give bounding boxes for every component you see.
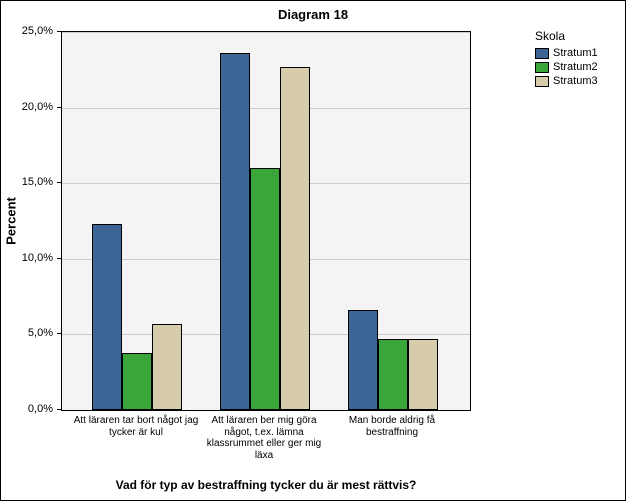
x-axis-label: Vad för typ av bestraffning tycker du är… [61,478,471,492]
legend-label: Stratum3 [553,75,598,87]
chart-container: Diagram 18 Percent Vad för typ av bestra… [0,0,626,501]
legend-label: Stratum1 [553,47,598,59]
y-tick-mark [57,409,61,410]
legend-swatch [535,76,549,87]
bar [152,324,182,410]
bar [220,53,250,410]
y-tick-mark [57,333,61,334]
y-tick-mark [57,107,61,108]
y-tick-label: 15,0% [13,176,53,188]
y-tick-label: 25,0% [13,25,53,37]
bar [122,353,152,410]
legend-title: Skola [535,29,615,43]
bar [250,168,280,410]
legend-label: Stratum2 [553,61,598,73]
y-tick-mark [57,182,61,183]
x-category-label: Att läraren tar bort något jag tycker är… [72,415,200,438]
legend-item: Stratum3 [535,75,615,87]
y-tick-label: 5,0% [13,327,53,339]
legend-swatch [535,62,549,73]
bar [408,339,438,410]
y-tick-mark [57,31,61,32]
y-axis-label: Percent [4,197,19,245]
y-tick-label: 10,0% [13,252,53,264]
bar [348,310,378,410]
legend-item: Stratum1 [535,47,615,59]
x-category-label: Att läraren ber mig göra något, t.ex. lä… [200,415,328,461]
y-tick-mark [57,258,61,259]
legend-swatch [535,48,549,59]
y-tick-label: 0,0% [13,403,53,415]
y-tick-label: 20,0% [13,101,53,113]
bar [92,224,122,410]
gridline [62,32,470,33]
legend: Skola Stratum1 Stratum2 Stratum3 [535,29,615,89]
plot-area [61,31,471,411]
x-category-label: Man borde aldrig få bestraffning [328,415,456,438]
bar [280,67,310,410]
bar [378,339,408,410]
gridline [62,108,470,109]
legend-item: Stratum2 [535,61,615,73]
chart-title: Diagram 18 [1,7,625,22]
